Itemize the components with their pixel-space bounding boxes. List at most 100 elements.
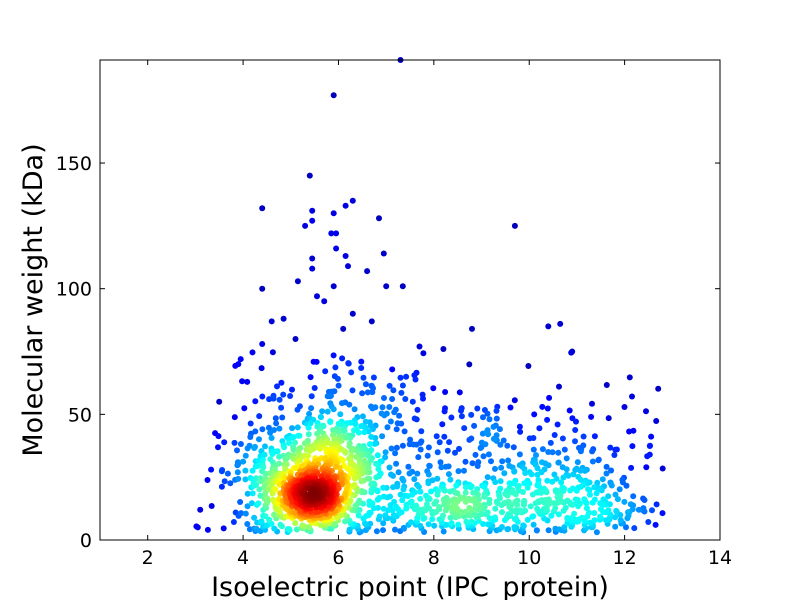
scatter-point bbox=[339, 355, 346, 362]
scatter-point bbox=[425, 471, 432, 478]
scatter-point bbox=[380, 520, 387, 527]
scatter-point bbox=[407, 436, 414, 443]
scatter-point bbox=[461, 467, 467, 474]
scatter-point bbox=[389, 366, 396, 373]
scatter-point bbox=[399, 382, 406, 389]
scatter-point bbox=[409, 491, 416, 498]
scatter-point bbox=[559, 435, 566, 442]
scatter-point bbox=[358, 478, 365, 485]
scatter-point bbox=[241, 405, 248, 412]
scatter-point bbox=[251, 445, 258, 451]
scatter-point bbox=[299, 522, 306, 529]
scatter-point bbox=[583, 505, 590, 512]
scatter-point bbox=[612, 523, 619, 530]
scatter-point bbox=[499, 458, 506, 465]
scatter-point bbox=[328, 230, 335, 237]
scatter-point bbox=[544, 416, 551, 423]
scatter-point bbox=[440, 528, 447, 535]
scatter-point bbox=[371, 440, 378, 447]
scatter-point bbox=[333, 245, 340, 252]
scatter-point bbox=[453, 482, 460, 489]
scatter-point bbox=[486, 416, 493, 423]
scatter-point bbox=[436, 504, 442, 510]
scatter-point bbox=[293, 526, 300, 533]
scatter-point bbox=[440, 512, 446, 519]
scatter-point bbox=[484, 410, 491, 417]
scatter-point bbox=[252, 428, 259, 435]
scatter-point bbox=[400, 486, 407, 493]
scatter-point bbox=[507, 404, 514, 411]
scatter-point bbox=[292, 439, 298, 446]
scatter-point bbox=[230, 519, 237, 525]
scatter-point bbox=[462, 489, 469, 496]
scatter-point bbox=[394, 420, 401, 427]
scatter-point bbox=[255, 500, 262, 507]
scatter-point bbox=[307, 374, 314, 381]
scatter-point bbox=[516, 451, 523, 458]
scatter-point bbox=[399, 283, 406, 290]
scatter-point bbox=[611, 452, 618, 458]
scatter-point bbox=[272, 486, 279, 493]
x-tick-label: 6 bbox=[332, 547, 344, 569]
scatter-point bbox=[581, 467, 588, 474]
y-axis: 0 50 100 150 bbox=[56, 153, 720, 552]
scatter-point bbox=[486, 521, 493, 528]
scatter-point bbox=[531, 411, 538, 418]
scatter-point bbox=[414, 470, 421, 477]
scatter-point bbox=[418, 428, 425, 435]
scatter-point bbox=[446, 439, 453, 446]
scatter-point bbox=[353, 454, 360, 460]
scatter-point bbox=[380, 527, 386, 534]
scatter-point bbox=[348, 369, 355, 376]
scatter-point bbox=[368, 318, 375, 325]
scatter-point bbox=[412, 376, 419, 383]
scatter-point bbox=[444, 447, 451, 454]
scatter-point bbox=[346, 401, 353, 408]
scatter-point bbox=[413, 441, 420, 448]
scatter-point bbox=[552, 505, 559, 512]
scatter-point bbox=[414, 406, 421, 413]
scatter-point bbox=[308, 405, 315, 412]
scatter-point bbox=[441, 487, 448, 494]
scatter-point bbox=[643, 408, 649, 415]
scatter-point bbox=[558, 479, 565, 486]
scatter-point bbox=[393, 426, 400, 433]
scatter-point bbox=[474, 463, 481, 469]
scatter-point bbox=[480, 414, 486, 421]
scatter-point bbox=[314, 293, 320, 300]
scatter-point bbox=[277, 521, 284, 528]
x-tick-label: 10 bbox=[517, 547, 541, 569]
scatter-point bbox=[367, 441, 373, 448]
scatter-point bbox=[534, 465, 541, 472]
scatter-point bbox=[318, 414, 324, 421]
scatter-point bbox=[393, 444, 400, 451]
scatter-point bbox=[278, 379, 285, 386]
scatter-point bbox=[350, 483, 357, 489]
scatter-point bbox=[382, 449, 389, 456]
scatter-point bbox=[570, 471, 577, 478]
scatter-point bbox=[408, 498, 415, 505]
scatter-point bbox=[591, 484, 598, 491]
scatter-point bbox=[330, 406, 337, 413]
scatter-point bbox=[480, 521, 487, 527]
scatter-point bbox=[304, 438, 311, 445]
scatter-point bbox=[302, 222, 309, 229]
scatter-point bbox=[511, 397, 518, 404]
scatter-point bbox=[565, 472, 572, 479]
scatter-point bbox=[305, 424, 312, 431]
scatter-point bbox=[278, 404, 285, 411]
scatter-point bbox=[348, 447, 355, 454]
scatter-point bbox=[563, 455, 570, 462]
scatter-point bbox=[249, 467, 256, 474]
scatter-point bbox=[259, 393, 266, 400]
scatter-point bbox=[290, 434, 297, 440]
scatter-point bbox=[497, 478, 504, 485]
scatter-point bbox=[556, 526, 563, 533]
scatter-point bbox=[249, 349, 256, 356]
scatter-point bbox=[486, 500, 493, 507]
scatter-point bbox=[539, 459, 545, 466]
scatter-point bbox=[419, 391, 426, 398]
scatter-point bbox=[279, 414, 286, 421]
scatter-point bbox=[271, 511, 277, 518]
